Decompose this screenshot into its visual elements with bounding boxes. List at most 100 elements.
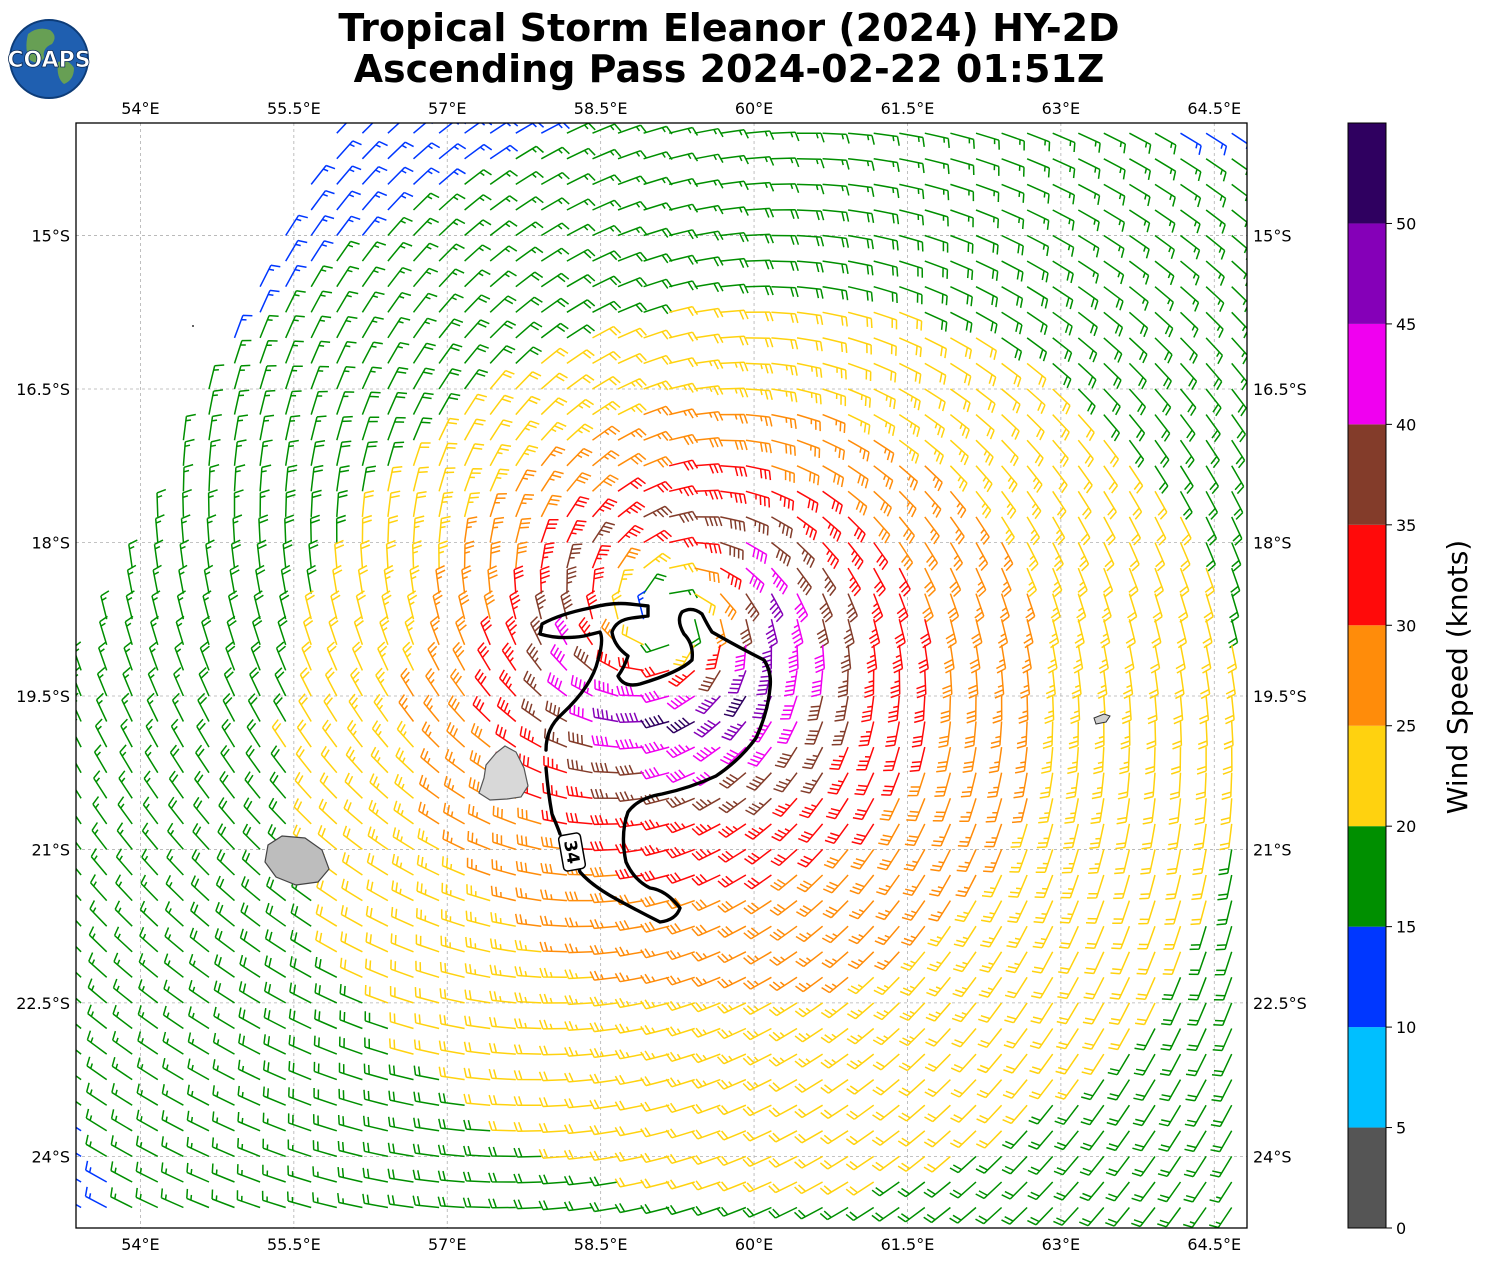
wind-barb <box>956 849 977 873</box>
colorbar-frame <box>1347 122 1387 1229</box>
wind-barb <box>591 545 611 569</box>
wind-barb <box>564 1072 593 1083</box>
wind-barb <box>1224 695 1235 725</box>
wind-barb <box>164 927 184 953</box>
wind-barb <box>1065 772 1080 800</box>
wind-barb <box>540 397 568 416</box>
wind-barb <box>232 514 243 543</box>
wind-barb <box>1077 439 1094 468</box>
wind-barb <box>447 695 466 723</box>
wind-barb <box>1003 1053 1028 1074</box>
wind-barb <box>665 1179 695 1190</box>
wind-barb <box>364 958 389 978</box>
wind-barb <box>464 344 489 364</box>
wind-barb <box>745 567 765 594</box>
wind-barb <box>794 1027 824 1043</box>
wind-barb <box>822 285 849 301</box>
wind-barb <box>489 270 517 288</box>
wind-barb <box>219 770 236 799</box>
wind-barb <box>413 1065 440 1081</box>
colorbar-tick-label: 25 <box>1396 717 1416 736</box>
wind-barb <box>771 285 799 298</box>
wind-barb <box>1205 234 1226 260</box>
wind-barb <box>1052 209 1075 231</box>
wind-barb <box>413 1117 440 1132</box>
wind-barb <box>640 1127 670 1138</box>
wind-barb <box>336 415 353 441</box>
wind-barb <box>589 1125 619 1136</box>
wind-barb <box>1133 1053 1156 1076</box>
wind-barb <box>959 798 977 823</box>
wind-barb <box>125 590 135 620</box>
wind-barb <box>845 1206 875 1222</box>
wind-barb <box>1052 286 1074 310</box>
wind-barb <box>566 566 577 594</box>
wind-barb <box>694 385 724 396</box>
wind-barb <box>590 815 619 826</box>
wind-barb <box>269 771 287 799</box>
wind-barb <box>924 465 943 492</box>
wind-barb <box>665 1000 695 1012</box>
wind-barb <box>173 667 185 697</box>
wind-barb <box>953 925 977 948</box>
wind-barb <box>822 490 843 515</box>
wind-barb <box>1052 465 1068 494</box>
wind-barb <box>665 846 695 859</box>
wind-barb <box>520 698 542 723</box>
wind-barb <box>534 590 547 620</box>
wind-barb <box>1213 977 1233 1001</box>
wind-barb <box>89 874 108 902</box>
wind-barb <box>1184 1104 1207 1127</box>
wind-barb <box>441 882 465 902</box>
wind-barb <box>768 1130 798 1143</box>
wind-barb <box>821 976 849 994</box>
wind-barb <box>387 515 399 543</box>
wind-barb <box>1008 874 1028 898</box>
wind-barb <box>1154 516 1167 546</box>
wind-barb <box>975 542 989 572</box>
wind-barb <box>412 192 440 211</box>
wind-barb <box>975 132 1000 150</box>
wind-barb <box>387 266 412 288</box>
wind-barb <box>850 848 875 870</box>
wind-barb <box>208 463 220 492</box>
wind-barb <box>945 619 957 649</box>
wind-barb <box>1052 337 1073 362</box>
wind-barb <box>539 941 567 953</box>
wind-barb <box>76 1178 82 1183</box>
wind-barb <box>538 1019 567 1030</box>
wind-barb <box>771 362 798 376</box>
wind-barb <box>86 1030 108 1055</box>
wind-barb <box>927 925 952 947</box>
wind-barb <box>596 649 619 672</box>
wind-barb <box>412 1195 440 1209</box>
wind-barb <box>617 124 648 134</box>
wind-barb <box>665 1077 695 1088</box>
wind-barb <box>640 666 670 678</box>
wind-barb <box>640 819 670 831</box>
wind-barb <box>1180 286 1200 312</box>
wind-barb <box>390 933 414 953</box>
wind-barb <box>592 300 622 313</box>
wind-barb <box>271 719 287 748</box>
wind-barb <box>691 1205 721 1217</box>
wind-barb <box>495 724 517 748</box>
wind-barb <box>589 996 619 1007</box>
wind-barb <box>985 798 1003 823</box>
wind-barb <box>116 822 133 850</box>
wind-barb <box>1032 925 1054 949</box>
wind-barb <box>233 464 246 492</box>
wind-barb <box>249 667 261 697</box>
wind-barb <box>899 234 924 252</box>
wind-barb <box>717 976 747 989</box>
wind-barb <box>1077 388 1096 415</box>
wind-barb <box>1100 619 1111 649</box>
wind-barb <box>488 1016 516 1030</box>
wind-barb <box>617 378 647 390</box>
wind-barb <box>501 642 517 671</box>
wind-barb <box>417 828 440 851</box>
wind-barb <box>1132 1130 1156 1152</box>
wind-barb <box>614 946 644 957</box>
wind-barb <box>717 951 747 964</box>
wind-barb <box>1154 183 1176 207</box>
